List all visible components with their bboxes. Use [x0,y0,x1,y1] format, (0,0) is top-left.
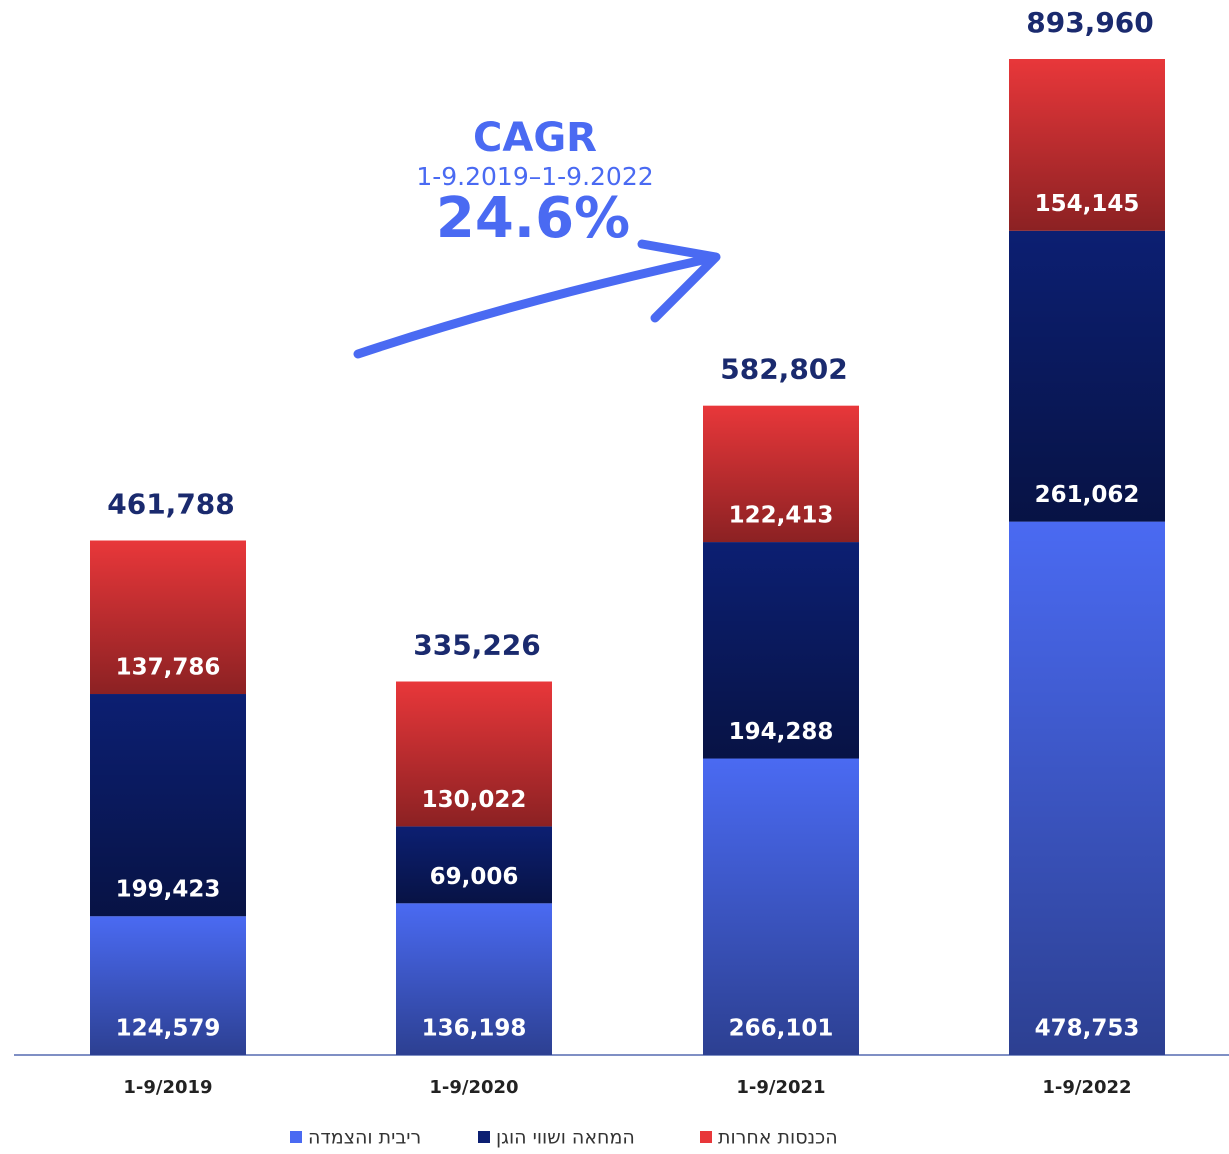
bar-shade [703,758,859,1055]
segment-label: 137,786 [116,655,221,681]
bar-shade [396,826,552,904]
segment-label: 124,579 [116,1016,221,1042]
legend-label: ריבית והצמדה [308,1127,421,1149]
legend-label: הכנסות אחרות [718,1127,838,1149]
cagr-title: CAGR [473,115,597,161]
legend-swatch [478,1131,490,1143]
arrow-head [637,239,721,323]
total-label: 893,960 [1026,6,1154,39]
x-tick-label: 1-9/2022 [1042,1077,1131,1098]
segment-label: 130,022 [422,787,527,813]
segment-label: 154,145 [1035,191,1140,217]
cagr-period: 1-9.2019–1-9.2022 [416,162,653,191]
total-label: 582,802 [720,353,848,386]
legend-swatch [290,1131,302,1143]
legend-label: המחאה ושווי הוגן [496,1127,635,1149]
segment-label: 199,423 [116,877,221,903]
segment-label: 261,062 [1035,482,1140,508]
bar-shade [90,916,246,1055]
bar-shade [1009,521,1165,1055]
segment-label: 478,753 [1035,1016,1140,1042]
segment-label: 122,413 [729,503,834,529]
x-tick-label: 1-9/2020 [429,1077,518,1098]
x-tick-label: 1-9/2019 [123,1077,212,1098]
bar-shade [396,903,552,1055]
segment-label: 136,198 [422,1016,527,1042]
bar-shade [90,694,246,917]
segment-label: 194,288 [729,719,834,745]
cagr-value: 24.6% [436,186,630,251]
bar-shade [703,405,859,543]
bar-shade [1009,59,1165,231]
arrow [353,253,717,359]
x-tick-label: 1-9/2021 [736,1077,825,1098]
total-label: 461,788 [107,488,235,521]
bar-shade [1009,230,1165,522]
bar-shade [90,540,246,695]
segment-label: 266,101 [729,1016,834,1042]
legend-swatch [700,1131,712,1143]
bar-shade [396,681,552,827]
total-label: 335,226 [413,629,541,662]
bar-shade [703,542,859,759]
segment-label: 69,006 [430,864,519,890]
